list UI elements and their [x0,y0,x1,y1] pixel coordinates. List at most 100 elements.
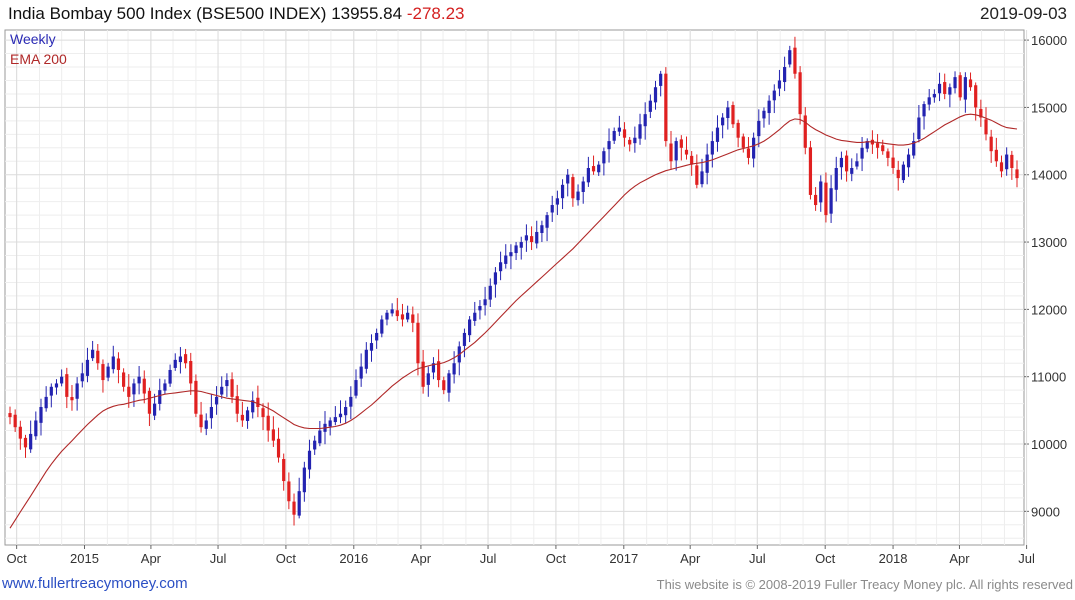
candle-body [844,155,849,172]
candle-body [437,361,441,381]
candle-body [839,157,844,168]
candle-body [566,174,570,184]
candle-body [152,403,157,416]
candle-body [101,364,105,381]
candle-body [504,255,508,264]
candle-body [721,117,725,126]
y-tick-label-10000: 10000 [1031,437,1067,452]
candle-body [788,50,792,65]
candle-body [240,414,244,421]
candle-body [979,108,983,118]
candle-body [111,356,115,370]
candle-body [328,420,332,427]
candle-body [860,147,864,159]
candle-body [597,164,601,173]
candle-body [783,67,787,83]
candle-body [411,314,415,323]
candle-body [906,154,911,168]
candle-body [767,100,771,114]
candle-body [581,181,585,192]
candle-body [705,154,709,173]
candle-body [963,77,967,100]
candle-body [122,372,126,387]
candle-body [142,378,146,394]
candle-body [891,157,895,169]
candle-body [65,374,69,397]
candle-body [163,383,167,391]
candle-body [80,373,84,382]
candle-body [173,359,177,368]
candle-body [230,379,234,397]
candle-body [462,332,467,346]
candle-body [974,85,978,108]
candle-body [318,430,322,444]
candle-body [204,420,208,429]
candle-body [540,225,544,234]
x-tick-label: 2015 [70,551,99,566]
x-tick-label: Apr [680,551,701,566]
candle-body [881,145,885,152]
candle-body [819,181,823,203]
website-link[interactable]: www.fullertreacymoney.com [2,575,188,592]
candle-body [116,358,121,370]
candle-body [829,188,833,214]
candle-body [354,380,358,396]
candle-body [421,361,425,387]
candle-body [488,285,492,300]
candle-body [39,406,43,423]
candle-body [1015,169,1019,179]
candle-body [292,501,296,515]
candle-body [359,366,363,379]
candle-body [468,319,472,336]
x-tick-label: Jul [749,551,766,566]
candle-body [338,413,343,418]
candle-body [158,390,162,404]
candle-body [91,349,95,359]
candle-body [452,363,456,375]
candle-body [529,236,534,243]
candle-body [209,406,213,419]
candle-body [442,380,446,391]
candle-body [814,194,818,206]
candle-body [183,354,188,364]
candle-body [395,310,399,317]
chart-title: India Bombay 500 Index (BSE500 INDEX) [8,4,327,23]
candle-body [375,332,379,341]
candle-body [302,467,306,493]
legend-ema: EMA 200 [10,51,67,67]
candle-body [948,87,952,95]
candle-body [643,114,647,127]
candle-body [674,141,678,161]
candle-body [261,408,265,418]
candle-body [23,437,28,448]
y-tick-label-13000: 13000 [1031,235,1067,250]
candle-body [364,349,368,369]
candle-body [648,100,652,112]
candle-body [189,361,193,384]
x-tick-label: Apr [141,551,162,566]
candle-body [943,82,947,94]
candle-body [757,120,761,137]
candle-body [251,400,255,413]
candle-body [194,380,198,414]
candle-body [855,161,859,167]
candle-body [225,380,229,387]
candle-body [824,182,828,216]
candle-body [912,141,916,156]
x-tick-label: Apr [949,551,970,566]
candle-body [922,104,926,117]
x-tick-label: Oct [276,551,297,566]
candle-body [75,383,79,399]
candle-body [731,105,735,125]
candle-body [808,147,813,195]
y-tick-label-15000: 15000 [1031,100,1067,115]
candle-body [736,122,740,138]
candle-body [29,433,33,450]
candle-body [555,198,559,205]
candle-body [726,107,730,119]
candle-body [746,148,751,158]
candle-body [622,129,627,138]
candle-body [245,410,250,421]
candle-body [989,136,993,152]
